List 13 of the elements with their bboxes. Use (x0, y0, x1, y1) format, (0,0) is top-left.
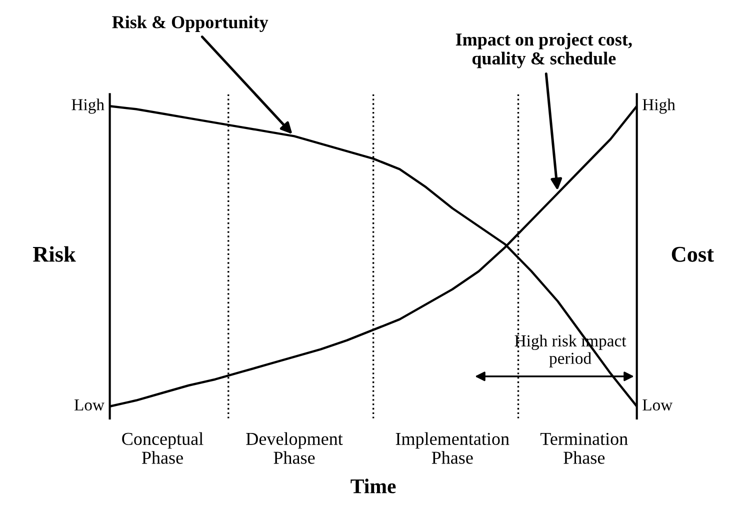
annotation: Low (642, 399, 673, 411)
x-tick-label: Implementation Phase (396, 432, 510, 464)
x-tick-label: Development Phase (246, 432, 343, 464)
x-tick-label: Termination Phase (540, 432, 628, 464)
text: Impact on project cost, quality & schedule (456, 32, 632, 68)
x-axis-title: Time (350, 478, 396, 494)
annotation: Low (74, 399, 104, 411)
x-tick-label: Conceptual Phase (122, 432, 204, 464)
y-axis-title: Risk (33, 246, 76, 262)
annotation: High (72, 98, 104, 114)
y2-axis-title: Cost (672, 246, 714, 262)
text: Risk & Opportunity (112, 16, 268, 32)
annotation: High (642, 98, 676, 114)
